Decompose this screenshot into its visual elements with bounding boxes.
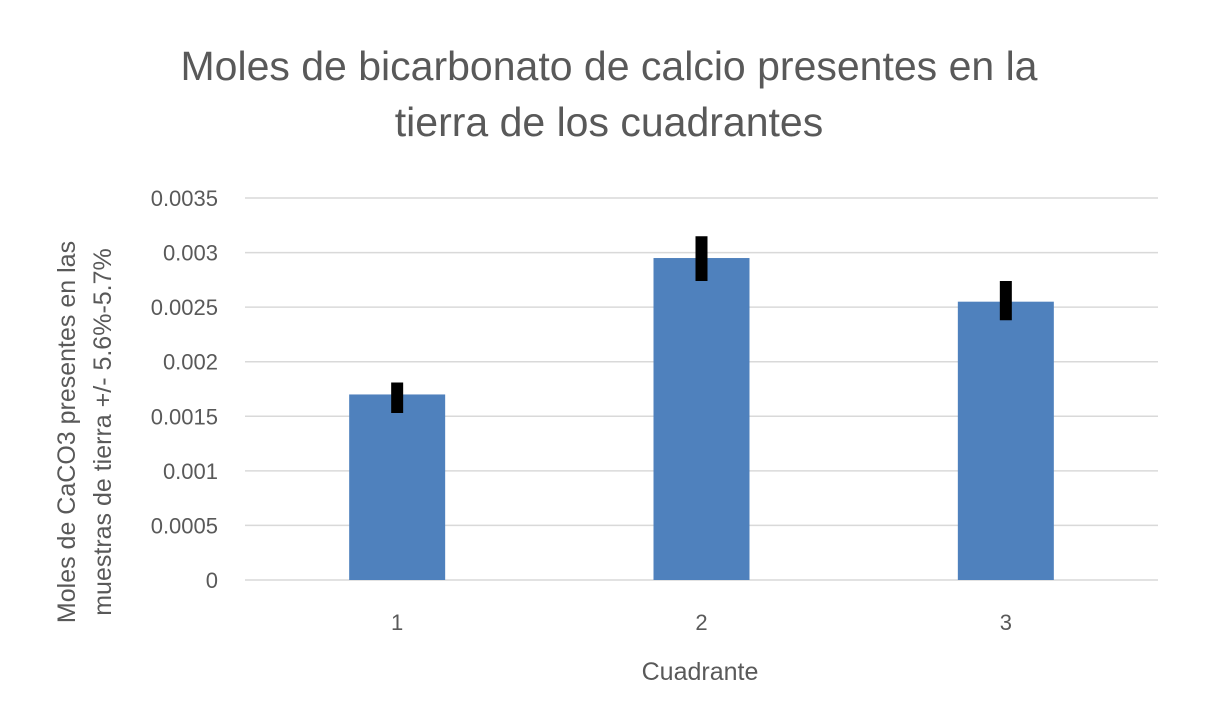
- y-tick-labels: 0 0.0005 0.001 0.0015 0.002 0.0025 0.003 0.0035: [151, 186, 218, 593]
- x-axis-title: Cuadrante: [642, 658, 759, 686]
- y-tick-label: 0.0025: [151, 295, 218, 320]
- y-axis-title-line-1: Moles de CaCO3 presentes en las: [53, 241, 81, 623]
- y-tick-label: 0.0035: [151, 186, 218, 211]
- y-tick-label: 0.002: [163, 350, 218, 375]
- error-bars: [391, 236, 1012, 414]
- y-tick-label: 0.0015: [151, 404, 218, 429]
- bars: [349, 258, 1054, 580]
- bar-cuadrante-3: [957, 301, 1054, 580]
- y-tick-label: 0.001: [163, 459, 218, 484]
- chart-title-line-1: Moles de bicarbonato de calcio presentes…: [180, 43, 1038, 89]
- bar-cuadrante-2: [653, 258, 750, 580]
- chart-title: Moles de bicarbonato de calcio presentes…: [0, 38, 1218, 150]
- y-tick-label: 0.003: [163, 241, 218, 266]
- y-tick-label: 0: [206, 568, 218, 593]
- x-tick-label: 2: [695, 610, 707, 635]
- y-tick-label: 0.0005: [151, 513, 218, 538]
- bar-cuadrante-1: [349, 394, 446, 580]
- x-tick-labels: 1 2 3: [391, 610, 1012, 635]
- x-tick-label: 3: [1000, 610, 1012, 635]
- y-axis-title-line-2: muestras de tierra +/- 5.6%-5.7%: [89, 248, 117, 616]
- x-tick-label: 1: [391, 610, 403, 635]
- chart-title-line-2: tierra de los cuadrantes: [394, 99, 824, 145]
